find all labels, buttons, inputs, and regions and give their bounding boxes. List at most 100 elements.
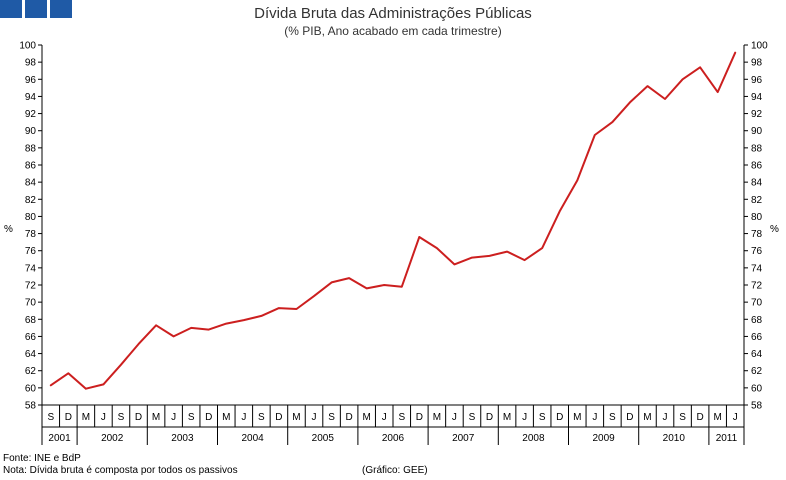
quarter-label: D (556, 412, 563, 423)
quarter-label: D (275, 412, 282, 423)
y-tick-label-right: 92 (751, 109, 763, 120)
y-tick-label-left: 100 (19, 41, 36, 52)
debt-line-chart: 58 58 60 60 62 62 64 64 66 66 68 68 70 70 72 72 74 74 76 76… (4, 41, 779, 445)
y-tick-label-left: 88 (25, 143, 37, 154)
year-label: 2008 (522, 433, 545, 444)
y-tick-label-left: 66 (25, 332, 37, 343)
quarter-label: S (469, 412, 476, 423)
year-label: 2001 (48, 433, 71, 444)
y-tick-label-left: 62 (25, 366, 37, 377)
year-label: 2007 (452, 433, 475, 444)
year-label: 2011 (716, 433, 738, 444)
y-tick-label-left: 70 (25, 298, 37, 309)
y-tick-label-right: 70 (751, 298, 763, 309)
quarter-label: S (118, 412, 125, 423)
logo-block (25, 0, 47, 18)
year-label: 2010 (663, 433, 686, 444)
brand-logo (0, 0, 72, 18)
quarter-label: M (363, 412, 371, 423)
y-tick-label-right: 86 (751, 161, 763, 172)
quarter-label: M (152, 412, 160, 423)
logo-block (50, 0, 72, 18)
y-tick-label-left: 80 (25, 212, 37, 223)
quarter-label: S (47, 412, 54, 423)
quarter-label: J (522, 412, 527, 423)
y-tick-label-right: 90 (751, 126, 763, 137)
quarter-label: M (714, 412, 722, 423)
quarter-label: S (258, 412, 265, 423)
y-tick-label-left: 72 (25, 281, 37, 292)
y-tick-label-right: 78 (751, 229, 763, 240)
quarter-label: M (222, 412, 230, 423)
quarter-label: M (433, 412, 441, 423)
y-tick-label-left: 82 (25, 195, 37, 206)
y-tick-label-right: 84 (751, 178, 763, 189)
year-label: 2005 (312, 433, 335, 444)
chart-credit: (Gráfico: GEE) (362, 465, 428, 476)
y-tick-label-right: 68 (751, 315, 763, 326)
y-tick-label-left: 58 (25, 401, 37, 412)
quarter-label: M (643, 412, 651, 423)
y-axis-title-left: % (4, 224, 13, 235)
quarter-label: D (626, 412, 633, 423)
y-tick-label-right: 96 (751, 75, 763, 86)
quarter-label: D (65, 412, 72, 423)
y-tick-label-left: 96 (25, 75, 37, 86)
y-tick-label-right: 88 (751, 143, 763, 154)
quarter-label: J (171, 412, 176, 423)
year-label: 2006 (382, 433, 405, 444)
quarter-label: S (679, 412, 686, 423)
quarter-label: M (503, 412, 511, 423)
y-tick-label-left: 74 (25, 263, 37, 274)
quarter-label: M (292, 412, 300, 423)
quarter-label: S (539, 412, 546, 423)
y-tick-label-right: 74 (751, 263, 763, 274)
y-tick-label-right: 60 (751, 383, 763, 394)
y-tick-label-left: 78 (25, 229, 37, 240)
quarter-label: J (241, 412, 246, 423)
y-tick-label-right: 64 (751, 349, 763, 360)
y-tick-label-right: 82 (751, 195, 763, 206)
y-tick-label-left: 92 (25, 109, 37, 120)
y-tick-label-right: 98 (751, 58, 763, 69)
source-note: Fonte: INE e BdP (3, 453, 81, 464)
quarter-label: D (416, 412, 423, 423)
quarter-label: S (398, 412, 405, 423)
quarter-label: J (733, 412, 738, 423)
quarter-label: D (486, 412, 493, 423)
quarter-label: D (697, 412, 704, 423)
quarter-label: M (82, 412, 90, 423)
y-tick-label-left: 64 (25, 349, 37, 360)
quarter-label: D (205, 412, 212, 423)
quarter-label: J (101, 412, 106, 423)
y-tick-label-right: 72 (751, 281, 763, 292)
y-tick-label-right: 76 (751, 246, 763, 257)
series-line-divida-bruta (49, 51, 737, 390)
year-label: 2009 (592, 433, 615, 444)
chart-title: Dívida Bruta das Administrações Públicas (254, 5, 532, 22)
quarter-label: S (328, 412, 335, 423)
quarter-label: J (312, 412, 317, 423)
quarter-label: S (188, 412, 195, 423)
chart-subtitle: (% PIB, Ano acabado em cada trimestre) (284, 24, 502, 38)
quarter-label: J (663, 412, 668, 423)
y-axis-title-right: % (770, 224, 779, 235)
quarter-label: J (382, 412, 387, 423)
quarter-label: M (573, 412, 581, 423)
y-tick-label-right: 80 (751, 212, 763, 223)
y-tick-label-right: 100 (751, 41, 768, 52)
year-label: 2003 (171, 433, 194, 444)
y-tick-label-left: 90 (25, 126, 37, 137)
year-label: 2002 (101, 433, 124, 444)
quarter-label: D (135, 412, 142, 423)
y-tick-label-right: 94 (751, 92, 763, 103)
y-tick-label-left: 60 (25, 383, 37, 394)
quarter-label: D (346, 412, 353, 423)
y-tick-label-right: 66 (751, 332, 763, 343)
y-tick-label-right: 62 (751, 366, 763, 377)
y-tick-label-left: 68 (25, 315, 37, 326)
year-label: 2004 (241, 433, 264, 444)
y-tick-label-right: 58 (751, 401, 763, 412)
y-tick-label-left: 84 (25, 178, 37, 189)
footnote: Nota: Dívida bruta é composta por todos … (3, 465, 238, 476)
